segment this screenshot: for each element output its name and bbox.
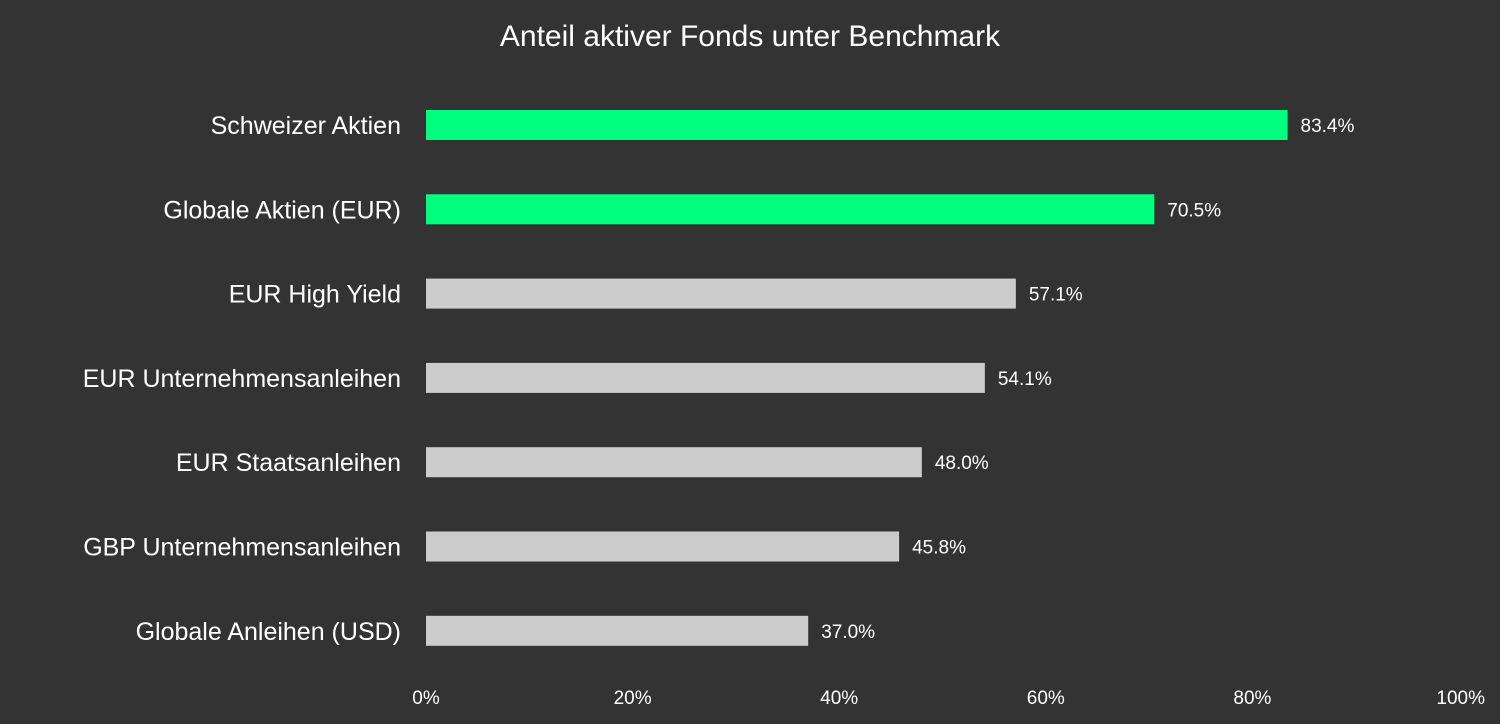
data-label: 57.1% xyxy=(1029,285,1083,306)
bar xyxy=(426,278,1016,309)
category-label: Globale Aktien (EUR) xyxy=(163,196,401,224)
x-axis-ticks: 0% 20% 40% 60% 80% 100% xyxy=(412,688,1485,709)
category-label: Schweizer Aktien xyxy=(211,112,401,140)
category-label: EUR Unternehmensanleihen xyxy=(83,365,401,393)
bar xyxy=(426,110,1288,140)
category-label: EUR High Yield xyxy=(229,281,401,309)
chart-title: Anteil aktiver Fonds unter Benchmark xyxy=(500,20,1001,53)
x-tick-label: 100% xyxy=(1436,688,1485,709)
data-label: 70.5% xyxy=(1167,200,1221,221)
bar xyxy=(426,362,985,393)
data-label: 45.8% xyxy=(912,538,966,559)
bar xyxy=(426,615,809,646)
bars-layer xyxy=(426,110,1288,646)
x-tick-label: 0% xyxy=(412,688,440,709)
x-tick-label: 60% xyxy=(1027,688,1065,709)
category-label: EUR Staatsanleihen xyxy=(176,449,401,477)
x-tick-label: 20% xyxy=(614,688,652,709)
x-tick-label: 80% xyxy=(1233,688,1271,709)
bar xyxy=(426,447,922,478)
category-labels-layer: Schweizer Aktien Globale Aktien (EUR) EUR … xyxy=(83,112,401,646)
data-label: 83.4% xyxy=(1301,116,1355,137)
bar xyxy=(426,194,1155,225)
data-label: 48.0% xyxy=(935,453,989,474)
data-label: 54.1% xyxy=(998,369,1052,390)
x-tick-label: 40% xyxy=(820,688,858,709)
value-labels-layer: 83.4% 70.5% 57.1% 54.1% 48.0% 45.8% 37.0% xyxy=(821,116,1354,643)
data-label: 37.0% xyxy=(821,622,875,643)
category-label: GBP Unternehmensanleihen xyxy=(83,534,401,562)
bar xyxy=(426,531,900,562)
category-label: Globale Anleihen (USD) xyxy=(136,618,401,646)
